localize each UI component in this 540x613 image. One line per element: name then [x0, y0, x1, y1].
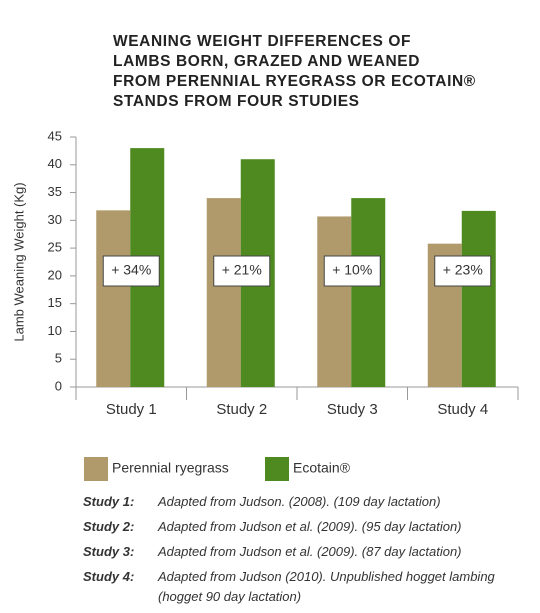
annotation-box: [434, 255, 492, 287]
y-tick-label: 0: [55, 378, 62, 393]
note-text: Adapted from Judson. (2008). (109 day la…: [158, 494, 441, 509]
y-tick-label: 35: [48, 184, 62, 199]
annotation-box: [323, 255, 381, 287]
notes: Study 1: Adapted from Judson. (2008). (10…: [83, 492, 503, 612]
bar: [96, 210, 131, 387]
note-label: Study 1:: [83, 494, 135, 509]
bar: [206, 198, 241, 387]
bar: [351, 198, 386, 387]
x-tick-label: Study 2: [216, 401, 267, 418]
note: Study 2: Adapted from Judson et al. (2009…: [83, 517, 503, 537]
y-axis-title: Lamb Weaning Weight (Kg): [11, 182, 26, 341]
note-label: Study 4:: [83, 569, 135, 584]
x-tick-label: Study 4: [437, 401, 488, 418]
y-tick-label: 20: [48, 267, 62, 282]
y-tick-label: 15: [48, 295, 62, 310]
annotation: + 23%: [443, 262, 483, 278]
annotation: + 21%: [222, 262, 262, 278]
bar: [461, 210, 496, 387]
chart-title: STANDS FROM FOUR STUDIES: [113, 93, 360, 110]
note: Study 3: Adapted from Judson et al. (2009…: [83, 542, 503, 562]
y-tick-label: 30: [48, 212, 62, 227]
chart: Lamb Weaning Weight (Kg) WEANING WEIGHT …: [11, 33, 519, 481]
chart-title: FROM PERENNIAL RYEGRASS OR ECOTAIN®: [113, 73, 476, 90]
bar: [317, 216, 352, 387]
note-text: Adapted from Judson et al. (2009). (95 d…: [158, 519, 462, 534]
note-text: Adapted from Judson et al. (2009). (87 d…: [158, 544, 462, 559]
note-text: Adapted from Judson (2010). Unpublished …: [158, 569, 495, 604]
annotation-box: [213, 255, 271, 287]
annotation: + 34%: [111, 262, 151, 278]
y-tick-label: 45: [48, 128, 62, 143]
x-tick-label: Study 1: [106, 401, 157, 418]
annotation: + 10%: [332, 262, 372, 278]
note: Study 4: Adapted from Judson (2010). Unpu…: [83, 567, 503, 607]
x-tick-label: Study 3: [327, 401, 378, 418]
legend-label: Ecotain®: [293, 460, 351, 476]
note: Study 1: Adapted from Judson. (2008). (10…: [83, 492, 503, 512]
note-label: Study 3:: [83, 544, 135, 559]
note-label: Study 2:: [83, 519, 135, 534]
chart-title: WEANING WEIGHT DIFFERENCES OF: [113, 33, 411, 50]
y-tick-label: 10: [48, 323, 62, 338]
legend-label: Perennial ryegrass: [112, 460, 229, 476]
legend-swatch: [265, 457, 289, 481]
chart-title: LAMBS BORN, GRAZED AND WEANED: [113, 53, 420, 70]
y-tick-label: 5: [55, 351, 62, 366]
y-tick-label: 40: [48, 156, 62, 171]
y-tick-label: 25: [48, 240, 62, 255]
annotation-box: [102, 255, 160, 287]
legend-swatch: [84, 457, 108, 481]
